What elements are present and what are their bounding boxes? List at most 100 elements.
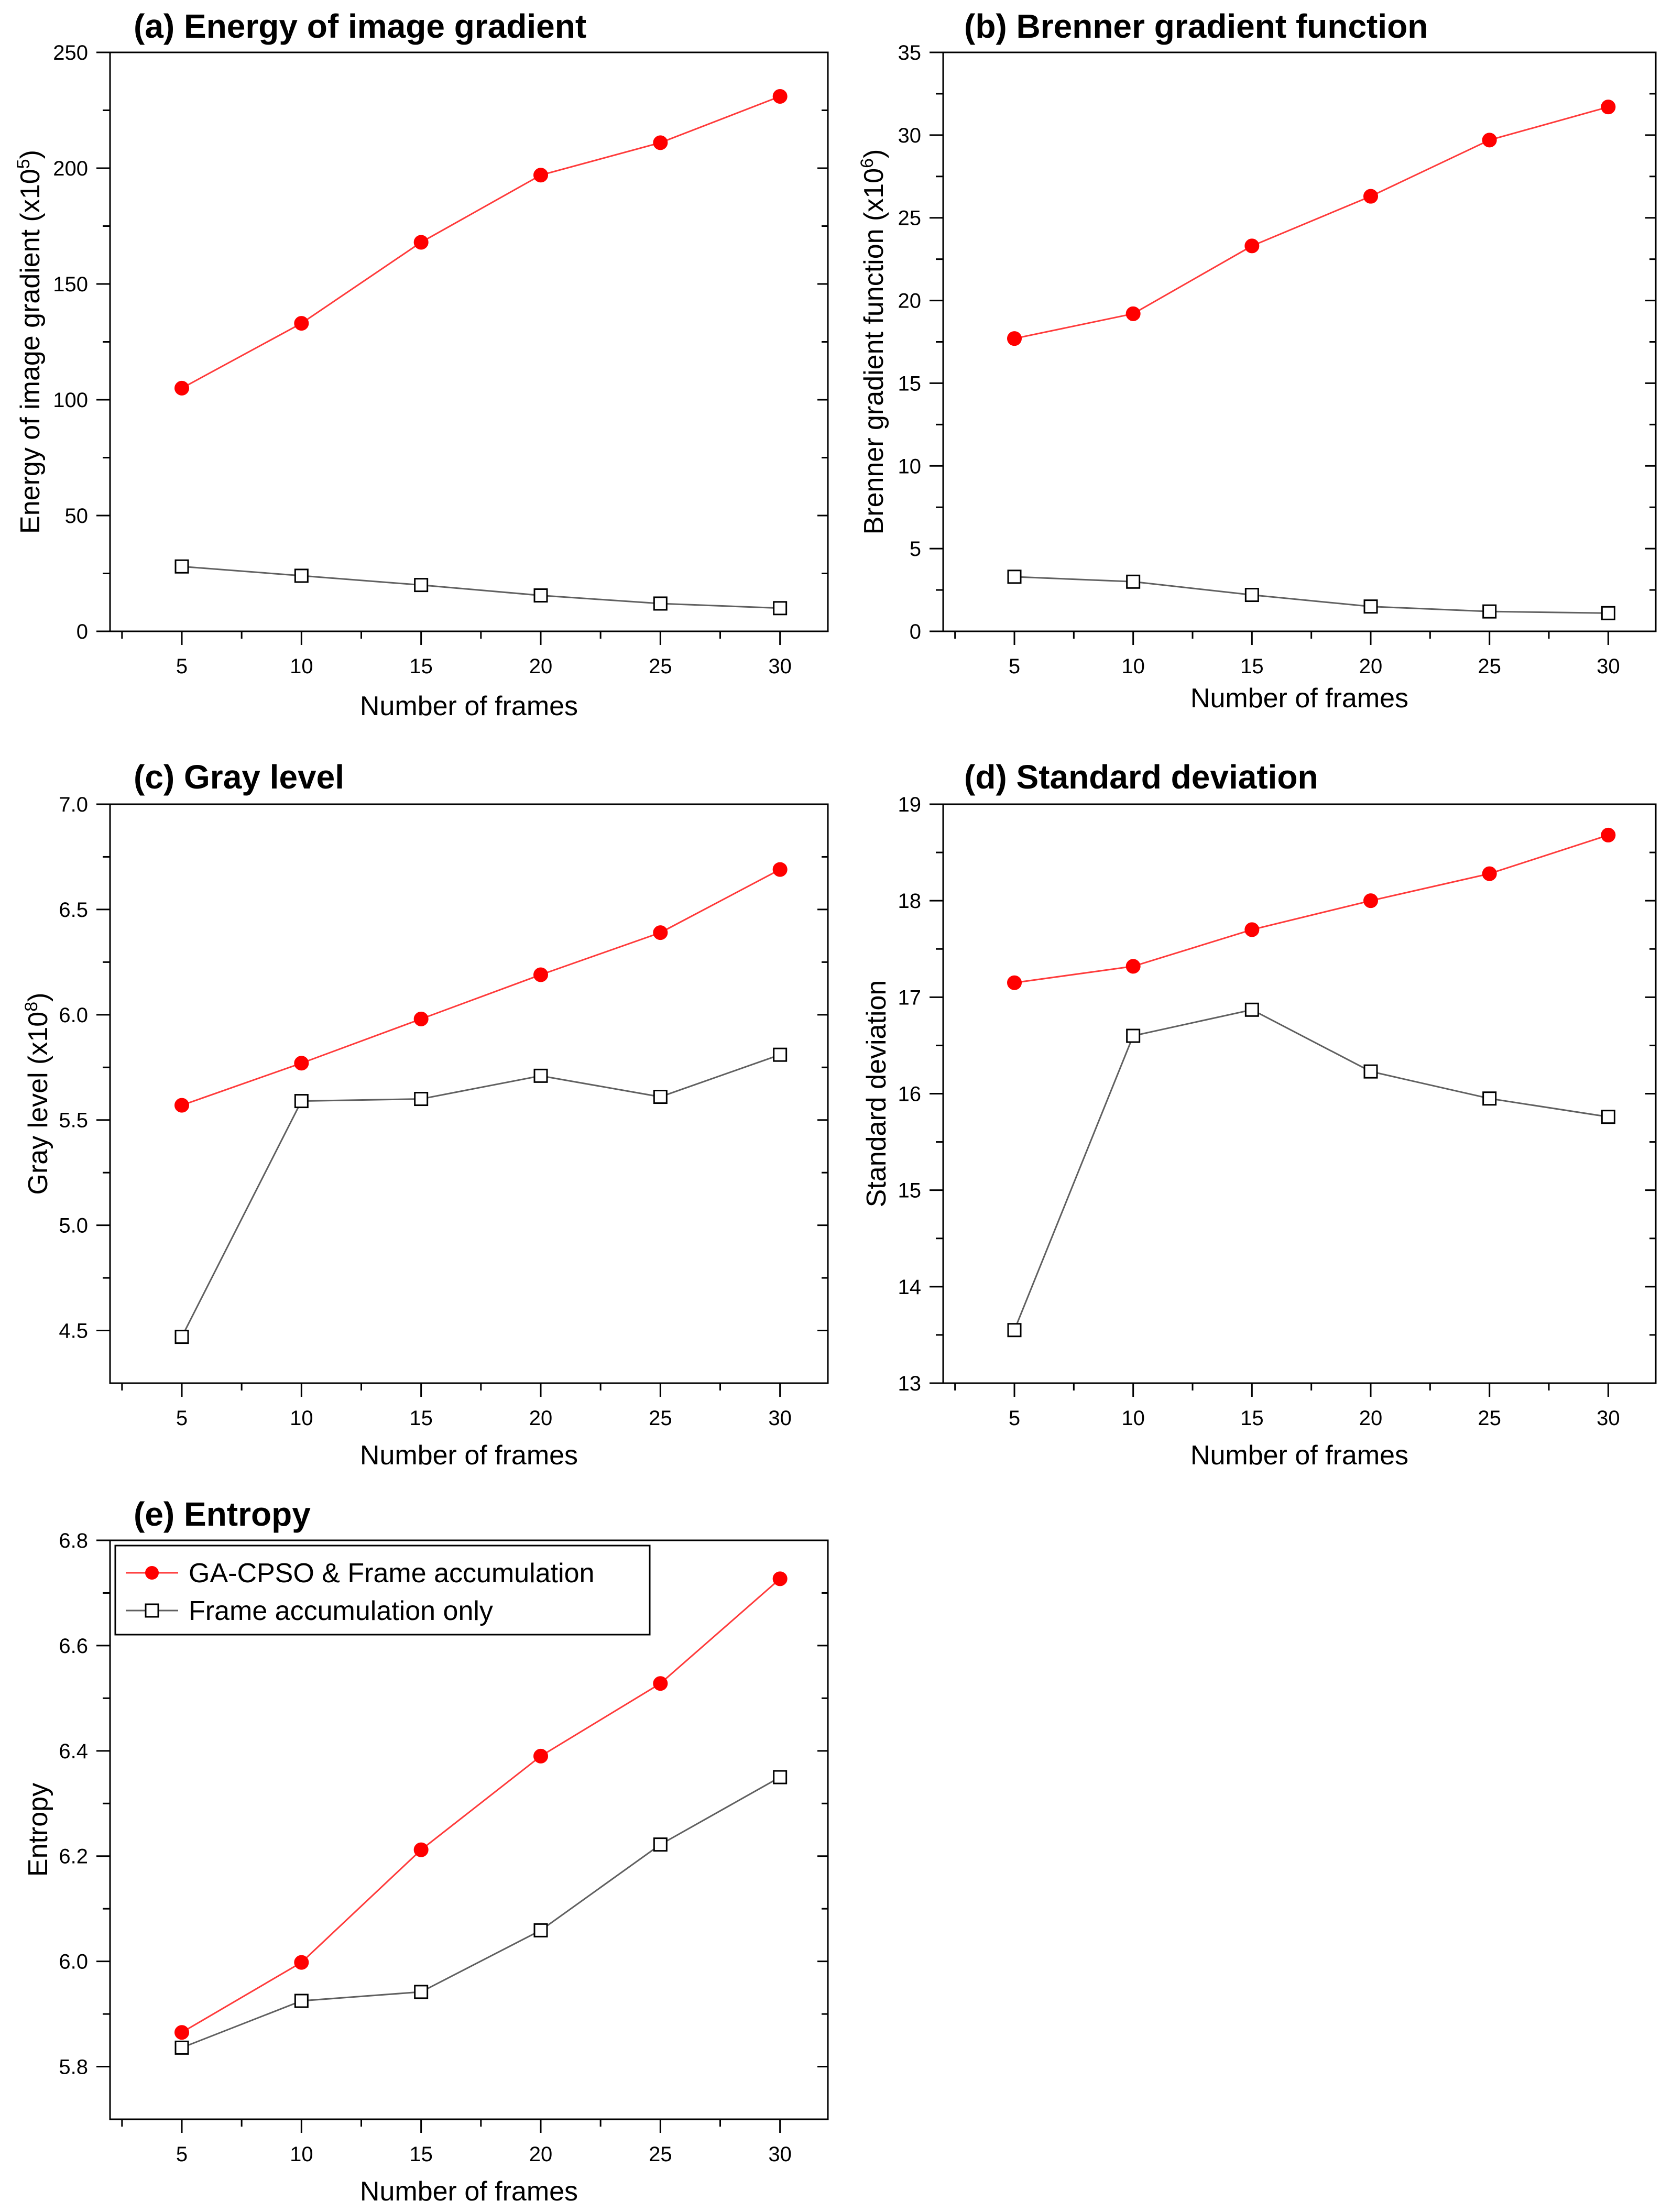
- y-axis-label-tail: ): [23, 993, 53, 1002]
- data-point-ga-cpso: [653, 1676, 668, 1691]
- data-point-ga-cpso: [1601, 827, 1616, 842]
- series-line-ga-cpso: [1014, 834, 1609, 984]
- data-point-frame-accumulation: [533, 1068, 548, 1083]
- y-tick-label: 35: [898, 41, 922, 64]
- data-point-ga-cpso: [1363, 189, 1378, 204]
- data-point-frame-accumulation: [174, 1330, 189, 1344]
- data-point-frame-accumulation: [1363, 599, 1378, 614]
- data-point-ga-cpso: [174, 1098, 189, 1113]
- legend: GA-CPSO & Frame accumulation Frame accumu…: [114, 1545, 651, 1636]
- data-point-ga-cpso: [1007, 331, 1022, 346]
- y-tick-label: 6.2: [59, 1845, 88, 1868]
- data-point-frame-accumulation: [1126, 1028, 1141, 1043]
- series-line-ga-cpso: [181, 95, 781, 389]
- y-tick-label: 100: [53, 389, 88, 412]
- data-point-frame-accumulation: [294, 1994, 309, 2008]
- y-axis-label-exponent: 8: [21, 1002, 41, 1012]
- data-point-ga-cpso: [533, 168, 548, 183]
- y-axis-label: Entropy: [23, 1783, 53, 1877]
- y-tick-label: 10: [898, 455, 922, 478]
- data-point-frame-accumulation: [1244, 1002, 1259, 1017]
- y-axis-label: Standard deviation: [861, 980, 892, 1208]
- y-tick-label: 0: [77, 620, 88, 643]
- data-point-ga-cpso: [1482, 133, 1497, 148]
- data-point-ga-cpso: [1244, 922, 1260, 937]
- x-tick-label: 10: [1121, 1407, 1145, 1430]
- data-point-ga-cpso: [772, 862, 788, 877]
- chart-panel-4: (d) Standard deviation 5 10 15 20 25 30 13 14 15 1…: [861, 758, 1657, 1471]
- x-tick-label: 10: [1121, 655, 1145, 678]
- chart-title: (d) Standard deviation: [964, 758, 1318, 796]
- data-point-ga-cpso: [772, 1571, 788, 1586]
- y-tick-label: 200: [53, 157, 88, 180]
- data-point-ga-cpso: [294, 316, 309, 331]
- series-line-ga-cpso: [1014, 106, 1609, 340]
- data-point-ga-cpso: [1125, 959, 1141, 974]
- x-tick-label: 20: [1359, 655, 1383, 678]
- x-tick-label: 10: [290, 2143, 313, 2166]
- legend-label: Frame accumulation only: [189, 1596, 493, 1626]
- x-tick-label: 30: [768, 1407, 792, 1430]
- x-tick-label: 10: [290, 655, 313, 678]
- data-point-ga-cpso: [294, 1955, 309, 1970]
- chart-panel-2: (b) Brenner gradient function 5 10 15 20 25 30…: [857, 7, 1657, 714]
- y-tick-label: 7.0: [59, 793, 88, 816]
- x-tick-label: 15: [409, 1407, 433, 1430]
- y-axis-label-exponent: 6: [857, 158, 877, 168]
- data-point-ga-cpso: [1363, 893, 1378, 908]
- data-point-ga-cpso: [413, 1842, 429, 1857]
- legend-label: GA-CPSO & Frame accumulation: [189, 1558, 594, 1589]
- data-point-frame-accumulation: [174, 2040, 189, 2055]
- y-axis-label: Energy of image gradient (x105): [14, 150, 46, 534]
- x-tick-label: 5: [176, 1407, 188, 1430]
- y-tick-label: 150: [53, 273, 88, 296]
- x-tick-label: 5: [176, 2143, 188, 2166]
- x-tick-label: 5: [1009, 1407, 1020, 1430]
- series-line-frame-accumulation: [181, 1054, 781, 1338]
- data-point-frame-accumulation: [1126, 574, 1141, 589]
- y-tick-label: 20: [898, 290, 922, 313]
- data-point-frame-accumulation: [653, 596, 668, 611]
- plot-frame: [109, 1539, 829, 2120]
- chart-title: (a) Energy of image gradient: [134, 7, 586, 45]
- y-tick-label: 5.8: [59, 2056, 88, 2079]
- x-tick-label: 25: [649, 1407, 672, 1430]
- data-point-frame-accumulation: [533, 588, 548, 603]
- x-tick-label: 15: [1240, 655, 1264, 678]
- chart-panel-1: (a) Energy of image gradient 5 10 15 20 25 30 0…: [14, 7, 829, 721]
- x-tick-label: 20: [529, 1407, 553, 1430]
- x-tick-label: 30: [768, 655, 792, 678]
- x-axis-label: Number of frames: [1190, 1440, 1408, 1471]
- data-point-frame-accumulation: [1244, 588, 1259, 603]
- x-axis-label: Number of frames: [1190, 683, 1408, 714]
- data-point-frame-accumulation: [1601, 1110, 1615, 1124]
- data-point-frame-accumulation: [653, 1090, 668, 1104]
- x-tick-label: 15: [409, 655, 433, 678]
- y-tick-label: 4.5: [59, 1320, 88, 1343]
- series-line-frame-accumulation: [181, 1776, 781, 2049]
- series-line-ga-cpso: [181, 869, 781, 1107]
- y-tick-label: 6.0: [59, 1004, 88, 1027]
- x-tick-label: 15: [1240, 1407, 1264, 1430]
- y-tick-label: 17: [898, 986, 922, 1009]
- y-axis-label-main: Standard deviation: [861, 980, 892, 1208]
- legend-marker-square: [145, 1603, 159, 1618]
- x-tick-label: 15: [409, 2143, 433, 2166]
- y-tick-label: 6.0: [59, 1951, 88, 1974]
- data-point-frame-accumulation: [294, 1094, 309, 1109]
- x-tick-label: 25: [1478, 655, 1501, 678]
- x-axis-label: Number of frames: [360, 691, 578, 721]
- x-axis-label: Number of frames: [360, 1440, 578, 1471]
- data-point-frame-accumulation: [1482, 1091, 1497, 1106]
- y-tick-label: 250: [53, 41, 88, 64]
- y-axis-label-exponent: 5: [14, 159, 34, 169]
- x-tick-label: 5: [176, 655, 188, 678]
- data-point-frame-accumulation: [1007, 570, 1022, 584]
- data-point-frame-accumulation: [773, 601, 788, 616]
- series-line-frame-accumulation: [1014, 576, 1609, 614]
- y-tick-label: 5: [910, 538, 921, 561]
- y-tick-label: 6.4: [59, 1740, 88, 1763]
- y-tick-label: 14: [898, 1276, 922, 1299]
- x-axis-label: Number of frames: [360, 2176, 578, 2207]
